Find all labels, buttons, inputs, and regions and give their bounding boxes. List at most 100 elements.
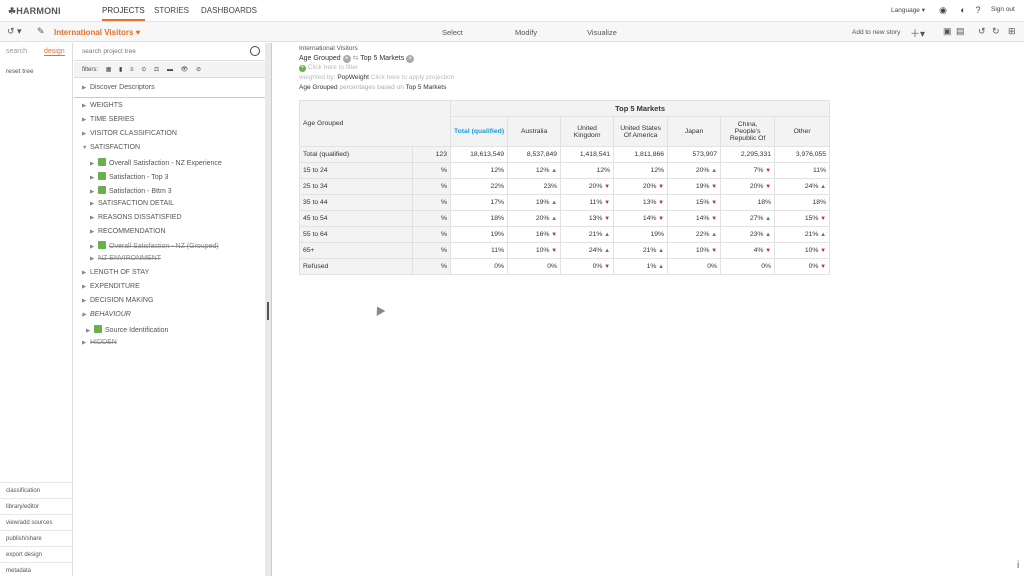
metadata-link[interactable]: metadata bbox=[0, 562, 73, 578]
row-label[interactable]: Refused bbox=[299, 258, 413, 275]
nav-tab-stories[interactable]: STORIES bbox=[154, 6, 189, 15]
column-header[interactable]: United Kingdom bbox=[560, 116, 615, 147]
layout-icon[interactable]: ⊞ bbox=[1008, 26, 1016, 36]
add-filter-icon[interactable]: + bbox=[299, 65, 306, 72]
tree-node-visitor-classification[interactable]: ▶ VISITOR CLASSIFICATION bbox=[82, 130, 177, 137]
tab-search[interactable]: search bbox=[6, 48, 28, 55]
tree-node-source-identification[interactable]: ▶ Source Identification bbox=[86, 325, 169, 334]
significance-down-icon: ▼ bbox=[602, 184, 611, 190]
tree-node-satisfaction[interactable]: ▼ SATISFACTION bbox=[82, 144, 141, 151]
cell: 573,907 bbox=[667, 146, 722, 163]
projection-link[interactable]: Click here to apply projection bbox=[370, 74, 455, 81]
row-label[interactable]: 45 to 54 bbox=[299, 210, 413, 227]
export-design-link[interactable]: export design bbox=[0, 546, 73, 562]
grid-filter-icon[interactable]: ▦ bbox=[105, 67, 112, 73]
significance-up-icon: ▲ bbox=[656, 248, 665, 254]
favorite-icon[interactable]: ♥ bbox=[135, 28, 141, 37]
weight-link[interactable]: PopWeight bbox=[337, 74, 369, 81]
tree-node-decision-making[interactable]: ▶ DECISION MAKING bbox=[82, 297, 154, 304]
language-dropdown[interactable]: Language ▾ bbox=[891, 7, 925, 14]
tree-node-overall-satisfaction-grouped[interactable]: ▶ Overall Satisfaction - NZ (Grouped) bbox=[90, 241, 219, 250]
classification-link[interactable]: classification bbox=[0, 482, 73, 498]
tree-node-length-of-stay[interactable]: ▶ LENGTH OF STAY bbox=[82, 269, 150, 276]
tree-node-time-series[interactable]: ▶ TIME SERIES bbox=[82, 116, 135, 123]
splitter-grip[interactable] bbox=[267, 302, 269, 320]
view-add-sources-link[interactable]: view/add sources bbox=[0, 514, 73, 530]
variable-icon bbox=[98, 241, 106, 249]
search-icon[interactable] bbox=[250, 46, 260, 56]
nav-tab-dashboards[interactable]: DASHBOARDS bbox=[201, 6, 258, 15]
signout-link[interactable]: Sign out bbox=[991, 6, 1015, 13]
row-label[interactable]: 65+ bbox=[299, 242, 413, 259]
help-icon[interactable]: ? bbox=[975, 5, 981, 15]
cell: 10% ▼ bbox=[774, 242, 831, 259]
location-filter-icon[interactable]: ⊙ bbox=[141, 67, 147, 73]
tab-design[interactable]: design bbox=[44, 48, 65, 56]
tree-node-satisfaction-bttm3[interactable]: ▶ Satisfaction - Bttm 3 bbox=[90, 186, 172, 195]
tree-node-satisfaction-detail[interactable]: ▶ SATISFACTION DETAIL bbox=[90, 200, 174, 207]
undo-icon[interactable]: ↺ bbox=[978, 26, 986, 36]
tree-node-overall-satisfaction[interactable]: ▶ Overall Satisfaction - NZ Experience bbox=[90, 158, 222, 167]
tree-search-input[interactable]: search project tree bbox=[74, 43, 265, 61]
banner-header[interactable]: Top 5 Markets bbox=[449, 100, 831, 117]
row-label[interactable]: 35 to 44 bbox=[299, 194, 413, 211]
row-label[interactable]: 15 to 24 bbox=[299, 162, 413, 179]
tree-node-recommendation[interactable]: ▶ RECOMMENDATION bbox=[90, 228, 166, 235]
column-header[interactable]: Japan bbox=[667, 116, 722, 147]
app-logo[interactable]: ☘HARMONI bbox=[8, 6, 61, 16]
tree-node-reasons-dissatisfied[interactable]: ▶ REASONS DISSATISFIED bbox=[90, 214, 182, 221]
flag-filter-icon[interactable]: ▬ bbox=[166, 67, 173, 73]
mode-visualize[interactable]: Visualize bbox=[587, 28, 617, 37]
publish-share-link[interactable]: publish/share bbox=[0, 530, 73, 546]
balance-filter-icon[interactable]: ⚖ bbox=[153, 67, 160, 73]
row-label[interactable]: 55 to 64 bbox=[299, 226, 413, 243]
percentage-base-link[interactable]: Top 5 Markets bbox=[405, 84, 447, 91]
eye-icon[interactable]: ◉ bbox=[939, 5, 947, 15]
cell: 16% ▼ bbox=[507, 226, 562, 243]
tree-node-nz-environment[interactable]: ▶ NZ ENVIRONMENT bbox=[90, 255, 161, 262]
edit-icon[interactable]: ✎ bbox=[37, 26, 45, 36]
library-editor-link[interactable]: library/editor bbox=[0, 498, 73, 514]
save-icon[interactable]: ▣ bbox=[943, 26, 952, 36]
tree-node-hidden[interactable]: ▶ HIDDEN bbox=[82, 339, 117, 346]
swap-icon[interactable]: ⇆ bbox=[352, 55, 359, 62]
significance-up-icon: ▲ bbox=[763, 232, 772, 238]
tree-node-expenditure[interactable]: ▶ EXPENDITURE bbox=[82, 283, 140, 290]
remove-column-variable-icon[interactable]: × bbox=[406, 55, 415, 63]
filter-line[interactable]: + Click here to filter bbox=[299, 64, 359, 72]
column-variable-chip[interactable]: Top 5 Markets bbox=[360, 55, 405, 62]
info-icon[interactable]: i bbox=[1017, 560, 1020, 571]
history-icon[interactable]: ↺ ▾ bbox=[7, 26, 22, 36]
export-icon[interactable]: ▤ bbox=[956, 26, 965, 36]
tree-node-discover-descriptors[interactable]: ▶ Discover Descriptors bbox=[82, 84, 155, 91]
redo-icon[interactable]: ↻ bbox=[992, 26, 1000, 36]
remove-row-variable-icon[interactable]: × bbox=[342, 55, 351, 63]
hidden-filter-icon[interactable]: ⊘ bbox=[195, 67, 201, 73]
contrast-icon[interactable]: ◐ bbox=[960, 5, 966, 15]
significance-down-icon: ▼ bbox=[818, 216, 827, 222]
column-header[interactable]: Australia bbox=[507, 116, 562, 147]
list-filter-icon[interactable]: ≡ bbox=[130, 67, 134, 73]
column-header[interactable]: United States Of America bbox=[613, 116, 669, 147]
column-header[interactable]: China, People's Republic Of bbox=[720, 116, 776, 147]
mode-modify[interactable]: Modify bbox=[515, 28, 538, 37]
row-label[interactable]: 25 to 34 bbox=[299, 178, 413, 195]
mode-select[interactable]: Select bbox=[442, 28, 463, 37]
visibility-filter-icon[interactable]: 👁 bbox=[180, 67, 189, 73]
reset-tree-link[interactable]: reset tree bbox=[6, 68, 34, 75]
column-filter-icon[interactable]: ▮ bbox=[119, 67, 123, 73]
add-icon[interactable]: ＋▾ bbox=[910, 29, 926, 40]
column-header-total[interactable]: Total (qualified) bbox=[449, 116, 509, 147]
tree-node-behaviour[interactable]: ▶ BEHAVIOUR bbox=[82, 311, 131, 318]
nav-tab-projects[interactable]: PROJECTS bbox=[102, 6, 145, 21]
cell: 15% ▼ bbox=[774, 210, 831, 227]
row-variable-chip[interactable]: Age Grouped bbox=[299, 55, 341, 62]
variable-icon bbox=[98, 172, 106, 180]
cell: 18% bbox=[720, 194, 776, 211]
add-to-story-link[interactable]: Add to new story bbox=[852, 29, 901, 36]
column-header[interactable]: Other bbox=[774, 116, 831, 147]
tree-node-satisfaction-top3[interactable]: ▶ Satisfaction - Top 3 bbox=[90, 172, 169, 181]
tree-node-weights[interactable]: ▶ WEIGHTS bbox=[82, 102, 123, 109]
project-title[interactable]: International Visitors ♥ bbox=[54, 28, 141, 37]
row-label[interactable]: Total (qualified) bbox=[299, 146, 413, 163]
